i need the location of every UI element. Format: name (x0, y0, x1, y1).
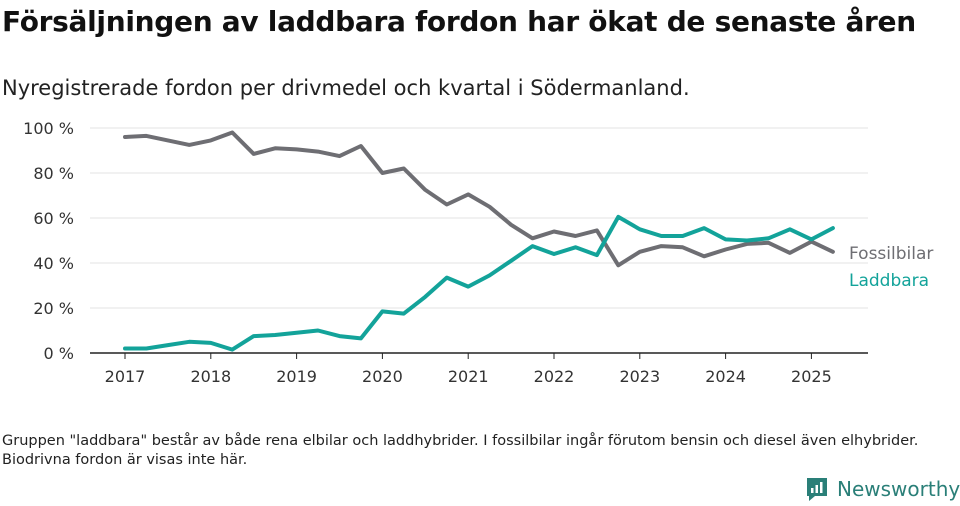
brand-name: Newsworthy (837, 477, 960, 501)
x-tick-label: 2025 (791, 367, 832, 386)
y-tick-label: 60 % (33, 209, 74, 228)
x-tick-label: 2023 (619, 367, 660, 386)
series-line-laddbara (123, 214, 835, 352)
x-tick-label: 2022 (534, 367, 575, 386)
line-chart: 0 % 20 % 40 % 60 % 80 % 100 % 2017 2018 2019 2020… (23, 119, 933, 386)
x-tick-label: 2020 (362, 367, 403, 386)
series-lines (123, 130, 835, 352)
series-label-laddbara: Laddbara (849, 271, 929, 291)
chart-title: Försäljningen av laddbara fordon har öka… (2, 5, 916, 38)
brand-logo[interactable]: Newsworthy (805, 474, 960, 504)
y-tick-label: 20 % (33, 299, 74, 318)
series-labels: Fossilbilar Laddbara (849, 244, 933, 291)
x-tick-label: 2018 (190, 367, 231, 386)
chart-subtitle: Nyregistrerade fordon per drivmedel och … (2, 76, 690, 100)
x-tick-label: 2024 (705, 367, 746, 386)
x-tick-label: 2017 (105, 367, 146, 386)
footnote: Gruppen "laddbara" består av både rena e… (2, 433, 919, 468)
newsworthy-logo-icon (805, 476, 829, 502)
y-tick-label: 100 % (23, 119, 74, 138)
y-tick-label: 80 % (33, 164, 74, 183)
x-tick-label: 2019 (276, 367, 317, 386)
axes: 0 % 20 % 40 % 60 % 80 % 100 % 2017 2018 2019 2020… (23, 119, 868, 386)
y-tick-label: 0 % (44, 344, 74, 363)
x-tick-label: 2021 (448, 367, 489, 386)
gridlines (90, 127, 868, 309)
series-label-fossilbilar: Fossilbilar (849, 244, 933, 264)
series-line-fossilbilar (123, 130, 835, 268)
y-tick-label: 40 % (33, 254, 74, 273)
